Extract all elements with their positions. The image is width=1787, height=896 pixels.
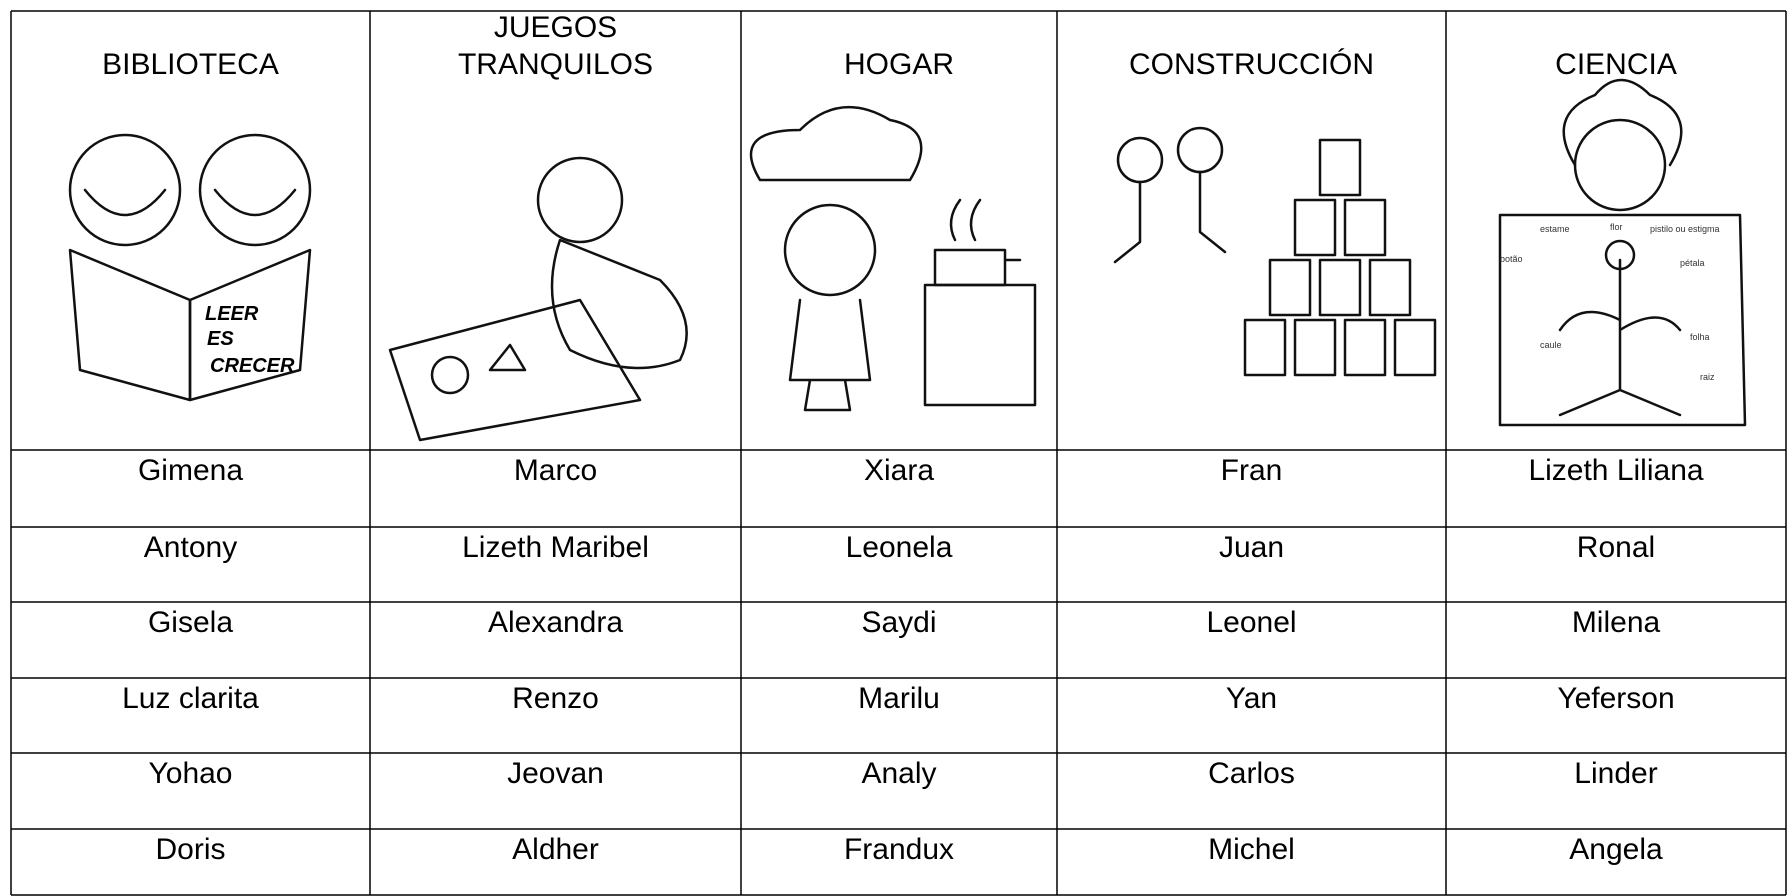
flower-label: botão	[1500, 254, 1523, 264]
name-cell: Yan	[1226, 682, 1277, 715]
name-cell: Juan	[1219, 531, 1284, 564]
name-cell: Aldher	[512, 833, 599, 866]
name-cell: Leonela	[846, 531, 953, 564]
illustration-science	[1498, 78, 1747, 427]
flower-label: estame	[1540, 224, 1570, 234]
header-line: TRANQUILOS	[458, 48, 653, 81]
header-line: CIENCIA	[1555, 48, 1677, 81]
name-cell: Lizeth Maribel	[462, 531, 649, 564]
name-cell: Luz clarita	[122, 682, 259, 715]
name-cell: Marilu	[858, 682, 940, 715]
table-grid	[10, 10, 1787, 896]
header-cell: CIENCIA	[1555, 48, 1677, 81]
illustration-quiet-games	[388, 156, 688, 442]
header-line: JUEGOS	[494, 11, 617, 44]
illustration-construction	[1113, 126, 1437, 377]
name-cell: Carlos	[1208, 757, 1295, 790]
name-cell: Leonel	[1206, 606, 1296, 639]
name-cell: Michel	[1208, 833, 1295, 866]
flower-label: pistilo ou estigma	[1650, 224, 1720, 234]
name-cell: Lizeth Liliana	[1528, 454, 1703, 487]
header-cell: HOGAR	[844, 48, 954, 81]
name-cell: Antony	[144, 531, 237, 564]
name-cell: Marco	[514, 454, 597, 487]
name-cell: Linder	[1574, 757, 1657, 790]
header-cell: JUEGOS TRANQUILOS	[458, 11, 653, 81]
header-line: BIBLIOTECA	[102, 48, 279, 81]
name-cell: Renzo	[512, 682, 599, 715]
name-cell: Gimena	[138, 454, 243, 487]
name-cell: Fran	[1221, 454, 1283, 487]
flower-label: folha	[1690, 332, 1710, 342]
header-cell: CONSTRUCCIÓN	[1129, 48, 1374, 81]
header-line: HOGAR	[844, 48, 954, 81]
name-cell: Yeferson	[1557, 682, 1674, 715]
name-cell: Jeovan	[507, 757, 604, 790]
name-cell: Xiara	[864, 454, 934, 487]
book-text: LEER	[205, 303, 259, 325]
name-cell: Angela	[1569, 833, 1663, 866]
name-cell: Alexandra	[488, 606, 623, 639]
illustration-home	[749, 105, 1037, 412]
name-cell: Yohao	[149, 757, 233, 790]
flower-label: flor	[1610, 222, 1623, 232]
name-cell: Milena	[1572, 606, 1661, 639]
name-cell: Ronal	[1577, 531, 1655, 564]
flower-label: raiz	[1700, 372, 1715, 382]
book-text: CRECER	[210, 355, 295, 377]
name-cell: Frandux	[844, 833, 954, 866]
name-cell: Gisela	[148, 606, 233, 639]
flower-label: caule	[1540, 340, 1562, 350]
flower-label: pétala	[1680, 258, 1705, 268]
book-text: ES	[207, 328, 234, 350]
name-cell: Analy	[861, 757, 936, 790]
name-cell: Saydi	[861, 606, 936, 639]
header-line: CONSTRUCCIÓN	[1129, 48, 1374, 81]
table-text: BIBLIOTECA JUEGOS TRANQUILOS HOGAR CONSTRUCC…	[102, 11, 1704, 866]
header-cell: BIBLIOTECA	[102, 48, 279, 81]
name-cell: Doris	[155, 833, 225, 866]
illustration-library	[68, 133, 312, 402]
